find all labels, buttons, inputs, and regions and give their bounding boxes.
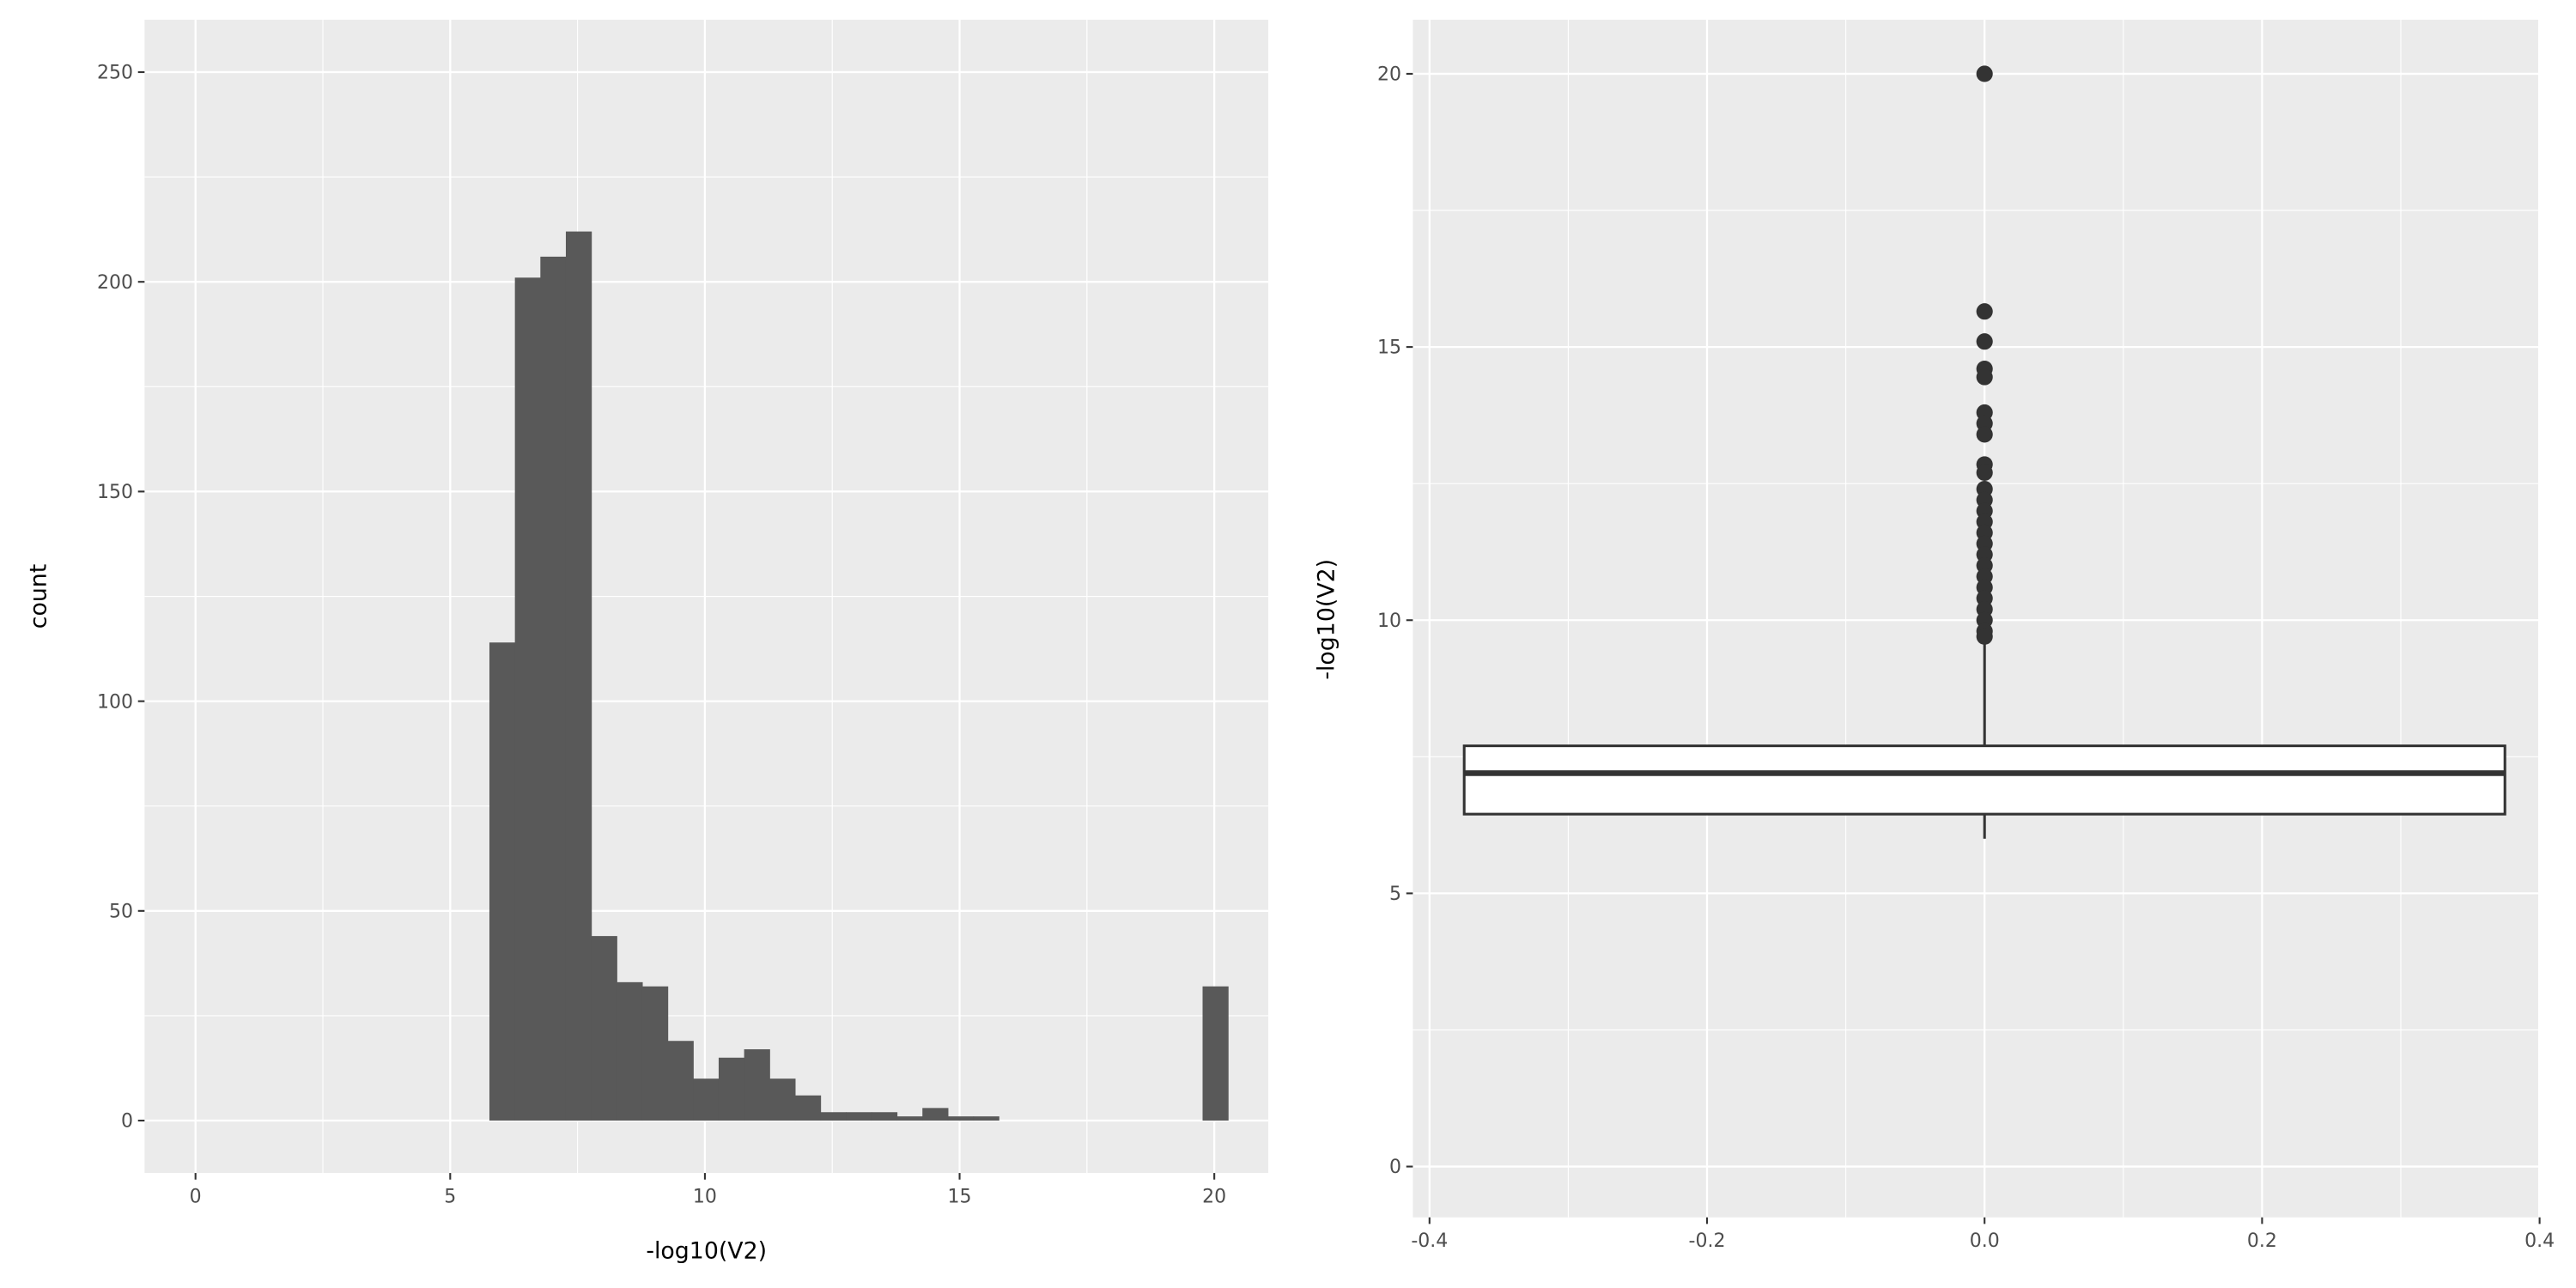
y-tick-label: 20 xyxy=(1377,64,1401,86)
histogram-bar xyxy=(591,936,617,1121)
histogram-bar xyxy=(514,277,541,1121)
histogram-bar xyxy=(617,981,643,1121)
histogram-bar xyxy=(744,1048,770,1121)
outlier-point xyxy=(1976,333,1993,350)
y-tick-label: 150 xyxy=(97,482,133,503)
histogram-x-axis-title: -log10(V2) xyxy=(646,1238,767,1265)
outlier-point xyxy=(1976,65,1993,82)
histogram-bar xyxy=(973,1116,999,1121)
y-tick-label: 0 xyxy=(121,1111,133,1133)
y-tick-label: 5 xyxy=(1389,884,1401,905)
histogram-bar xyxy=(693,1078,720,1121)
y-tick-label: 0 xyxy=(1389,1157,1401,1178)
y-tick-label: 200 xyxy=(97,272,133,294)
histogram-y-axis-title: count xyxy=(26,564,52,629)
x-tick-label: 15 xyxy=(948,1187,972,1208)
histogram-bar xyxy=(667,1041,694,1121)
outlier-point xyxy=(1976,426,1993,443)
x-tick-label: 0 xyxy=(190,1187,202,1208)
histogram-bar xyxy=(769,1078,796,1121)
y-tick-label: 15 xyxy=(1377,337,1401,359)
outlier-point xyxy=(1976,464,1993,482)
x-tick-label: 5 xyxy=(444,1187,456,1208)
boxplot-panel: -0.4 -0.2 0.0 0.2 0.4 0 5 10 15 20 xyxy=(1377,19,2555,1252)
box-iqr xyxy=(1462,744,2506,816)
boxplot-y-axis-title: -log10(V2) xyxy=(1314,559,1340,680)
outlier-point xyxy=(1976,368,1993,386)
x-tick-label: 0.0 xyxy=(1970,1230,2000,1252)
histogram-bar xyxy=(794,1095,822,1121)
x-tick-label: 0.2 xyxy=(2247,1230,2277,1252)
y-tick-label: 10 xyxy=(1377,611,1401,632)
x-tick-label: -0.4 xyxy=(1411,1230,1448,1252)
x-tick-label: -0.2 xyxy=(1689,1230,1726,1252)
histogram-bar xyxy=(871,1112,898,1121)
y-tick-label: 250 xyxy=(97,63,133,84)
panel-background xyxy=(1413,19,2538,1218)
x-tick-label: 0.4 xyxy=(2524,1230,2555,1252)
outlier-point xyxy=(1976,628,1993,645)
x-tick-label: 20 xyxy=(1202,1187,1226,1208)
histogram-bar xyxy=(718,1057,745,1121)
y-tick-label: 100 xyxy=(97,691,133,713)
histogram-bar xyxy=(641,986,669,1121)
histogram-bar xyxy=(1202,986,1229,1121)
histogram-bar xyxy=(540,256,567,1121)
x-tick-label: 10 xyxy=(693,1187,717,1208)
y-tick-label: 50 xyxy=(109,901,133,922)
histogram-bar xyxy=(922,1108,949,1121)
histogram-bar xyxy=(846,1112,872,1121)
histogram-bar xyxy=(820,1112,847,1121)
histogram-bar xyxy=(896,1116,923,1121)
histogram-bar xyxy=(489,642,516,1121)
histogram-bar xyxy=(947,1116,975,1121)
outlier-point xyxy=(1976,303,1993,320)
histogram-bar xyxy=(565,231,592,1121)
